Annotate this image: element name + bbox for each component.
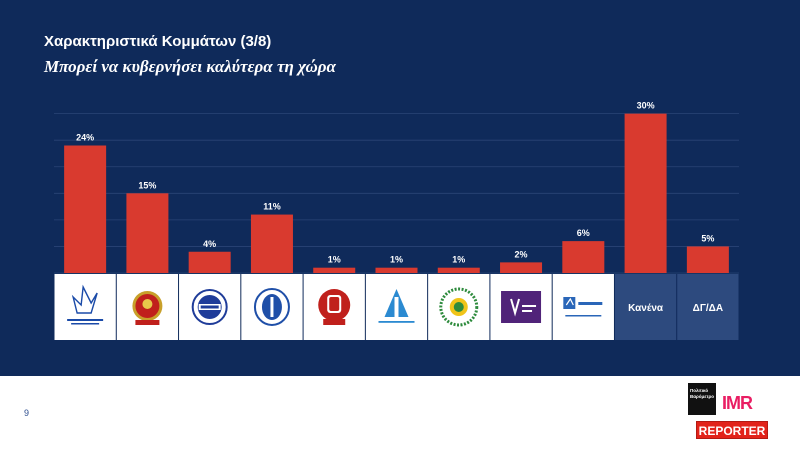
bar-value-label: 15% [138,180,156,190]
bar [500,262,543,273]
bar [562,241,605,273]
bar-value-label: 24% [76,133,94,143]
bar-value-label: 1% [328,255,341,265]
alma-logo [563,297,603,317]
category-tile [552,274,614,340]
elam-logo [253,288,290,326]
disy-logo [67,284,104,325]
bar-value-label: 11% [263,202,281,212]
bar [188,251,231,273]
barometer-logo: Πολιτικό Βαρόμετρο [688,383,716,415]
bar [64,145,107,273]
bar-value-label: 1% [390,255,403,265]
bar [250,214,293,273]
imr-logo-text: IMR [722,393,753,413]
bar-value-label: 2% [515,249,528,259]
category-tile [54,274,116,340]
page-number: 9 [24,408,30,418]
imr-logo: IMR [722,393,753,414]
reporter-logo: REPORTER [696,421,768,439]
page-title: Χαρακτηριστικά Κομμάτων (3/8) [44,33,272,50]
bar-value-label: 1% [452,255,465,265]
akel-logo [132,291,163,325]
bar-value-label: 6% [577,228,590,238]
edek-logo [318,289,351,325]
bar-value-label: 30% [637,101,655,111]
bar [437,267,480,273]
bar-chart: 24% 15% 4% 11% 1% 1% 1% 2% 6% 30% Κανένα 5% ΔΓ/ΔΑ [54,101,739,340]
volt-logo [501,291,542,323]
category-label: ΔΓ/ΔΑ [693,303,723,314]
bar [126,193,169,273]
page-subtitle: Μπορεί να κυβερνήσει καλύτερα τη χώρα [44,57,336,76]
bar [624,113,667,273]
category-tile [614,274,677,340]
brand-logos: Πολιτικό Βαρόμετρο IMR REPORTER [686,383,774,441]
bar [686,246,729,273]
category-label: Κανένα [628,303,664,314]
bar [375,267,418,273]
dipa-logo [378,289,415,323]
bar [313,267,356,273]
category-tile [677,274,739,340]
bar-value-label: 4% [203,239,216,249]
ecologists-logo [439,287,479,327]
diko-logo [191,289,228,325]
bar-value-label: 5% [701,233,714,243]
